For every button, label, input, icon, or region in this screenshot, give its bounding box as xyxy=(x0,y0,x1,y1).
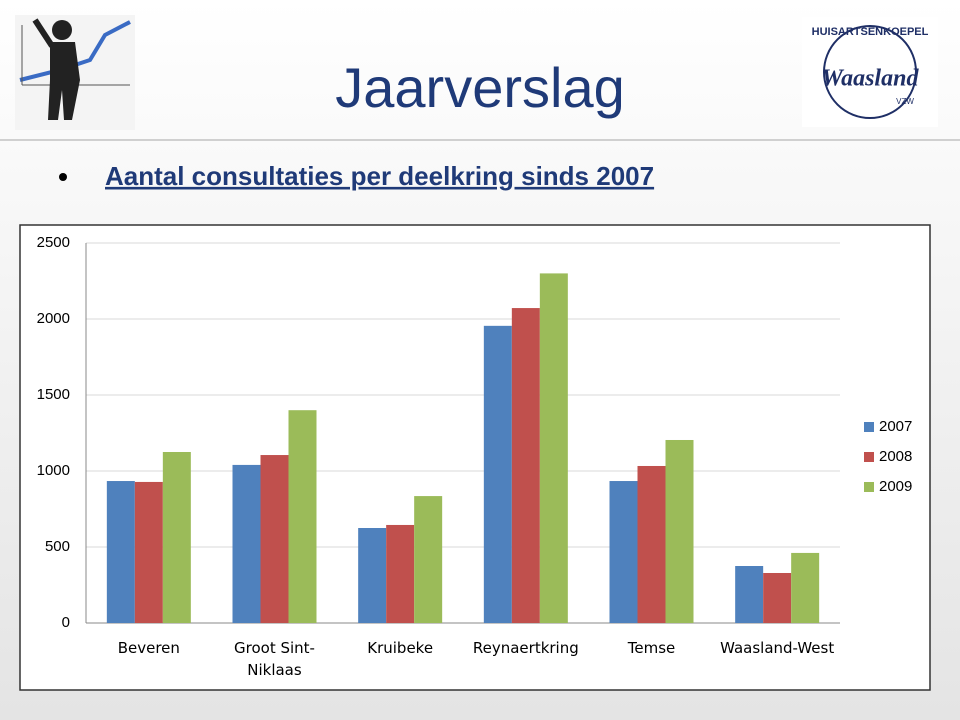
x-tick-label: Temse xyxy=(627,639,676,657)
y-tick-label: 1000 xyxy=(37,462,70,479)
x-tick-label: Waasland-West xyxy=(720,639,835,657)
bar xyxy=(162,452,191,623)
bar xyxy=(134,481,163,623)
bar xyxy=(735,566,764,623)
x-tick-label: Beveren xyxy=(117,639,180,657)
bar xyxy=(609,481,638,623)
legend-swatch xyxy=(864,452,874,462)
bar xyxy=(232,464,261,623)
bar xyxy=(386,524,415,623)
y-tick-label: 2500 xyxy=(37,234,70,251)
logo-sub: VZW xyxy=(896,97,914,106)
logo-left xyxy=(15,15,135,130)
legend-label: 2009 xyxy=(879,478,912,495)
logo-name: Waasland xyxy=(822,66,920,92)
x-tick-label: Reynaertkring xyxy=(472,639,579,657)
x-tick-label: Groot Sint-Niklaas xyxy=(234,639,315,679)
bar xyxy=(414,496,443,623)
logo-arc-text: HUISARTSENKOEPEL xyxy=(812,26,929,38)
bar xyxy=(665,439,694,623)
y-tick-label: 500 xyxy=(45,538,70,555)
bullet-text: Aantal consultaties per deelkring sinds … xyxy=(105,161,654,191)
bar xyxy=(763,572,792,623)
slide-title: Jaarverslag xyxy=(335,56,624,119)
bar xyxy=(483,325,512,623)
bullet-dot xyxy=(59,173,67,181)
bar xyxy=(358,528,387,623)
bar xyxy=(106,481,135,623)
y-tick-label: 0 xyxy=(62,614,70,631)
legend-swatch xyxy=(864,482,874,492)
legend-label: 2008 xyxy=(879,448,912,465)
bar xyxy=(539,273,568,623)
y-tick-label: 2000 xyxy=(37,310,70,327)
bar xyxy=(791,552,820,623)
legend-swatch xyxy=(864,422,874,432)
legend-label: 2007 xyxy=(879,418,912,435)
bar xyxy=(511,308,540,623)
bar xyxy=(288,410,317,623)
x-tick-label: Kruibeke xyxy=(367,639,434,657)
y-tick-label: 1500 xyxy=(37,386,70,403)
bar xyxy=(260,455,289,623)
logo-right: HUISARTSENKOEPEL Waasland VZW xyxy=(802,17,938,127)
bar xyxy=(637,465,666,623)
